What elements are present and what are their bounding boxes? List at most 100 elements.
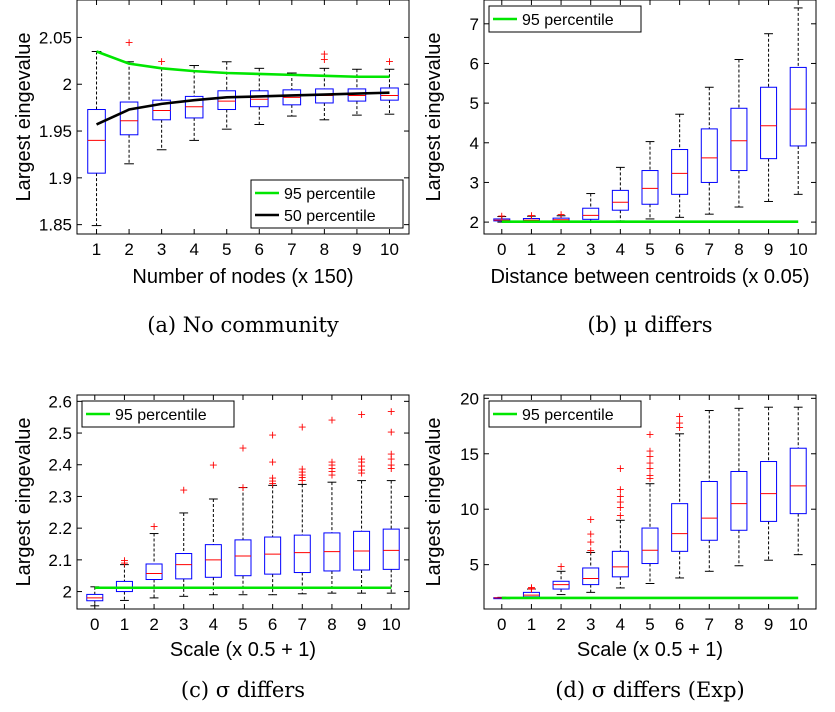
x-tick-label: 8: [734, 615, 743, 634]
x-tick-label: 1: [527, 615, 536, 634]
legend-label: 95 percentile: [522, 407, 614, 424]
outlier: +: [298, 468, 307, 481]
x-tick-label: 6: [675, 240, 684, 259]
outlier: +: [298, 466, 307, 479]
x-tick-label: 0: [497, 615, 506, 634]
box-iqr: [700, 480, 718, 541]
box-8: [730, 58, 748, 208]
x-tick-label: 2: [124, 240, 133, 259]
outlier: +: [179, 483, 188, 496]
box-iqr: [145, 563, 163, 581]
x-tick-label: 10: [380, 240, 399, 259]
box-iqr: [264, 536, 282, 575]
box-5: +++++++: [641, 428, 659, 584]
y-axis-label: Largest eingevalue: [13, 32, 35, 201]
outlier: +: [327, 465, 336, 478]
box-10: [789, 406, 807, 556]
legend-label: 95 percentile: [115, 407, 207, 424]
outlier: +: [357, 467, 366, 480]
x-tick-label: 7: [298, 615, 307, 634]
y-tick-label: 2.5: [48, 424, 72, 443]
outlier: +: [298, 474, 307, 487]
legend: 95 percentile 50 percentile: [250, 179, 404, 229]
outlier: +: [586, 544, 595, 557]
outlier: +: [616, 490, 625, 503]
outlier: +: [268, 429, 277, 442]
outlier: +: [387, 459, 396, 472]
outlier: +: [268, 477, 277, 490]
x-tick-label: 3: [586, 240, 595, 259]
x-tick-label: 5: [645, 615, 654, 634]
subfigure-caption: (a) No community: [147, 313, 339, 337]
outlier: +: [586, 513, 595, 526]
box-iqr: [175, 553, 193, 580]
box-7: [700, 86, 718, 215]
subfigure-caption: (b) μ differs: [587, 313, 712, 337]
chart-panel-1: 2 3 4 5 6 7 0 1 2 3 4 5 6 7 8 9 10 + + +95 percentile Distan…: [423, 0, 817, 337]
outlier: +: [327, 462, 336, 475]
x-axis-label: Scale (x 0.5 + 1): [577, 639, 723, 661]
box-3: ++++: [582, 513, 600, 593]
outlier: +: [120, 556, 129, 569]
outlier: +: [357, 408, 366, 421]
outlier: +: [238, 481, 247, 494]
plot-frame: [76, 394, 410, 610]
plot-frame: [483, 0, 817, 235]
box-3: +: [175, 483, 193, 597]
x-axis-label: Number of nodes (x 150): [132, 266, 353, 288]
outlier: +: [675, 410, 684, 423]
box-5: [641, 141, 659, 220]
box-iqr: [641, 170, 659, 205]
x-tick-label: 0: [497, 240, 506, 259]
box-9: [760, 33, 778, 202]
x-tick-label: 7: [287, 240, 296, 259]
outlier: +: [387, 462, 396, 475]
outlier: +: [527, 582, 536, 595]
outlier: +: [268, 475, 277, 488]
x-tick-label: 9: [352, 240, 361, 259]
box-iqr: [760, 86, 778, 160]
outlier: +: [387, 448, 396, 461]
x-tick-label: 4: [189, 240, 198, 259]
legend: 95 percentile: [488, 400, 642, 428]
box-1: ++: [115, 554, 133, 601]
y-tick-label: 2.6: [48, 392, 72, 411]
box-7: [700, 410, 718, 572]
box-iqr: [789, 66, 807, 147]
series-0-line: [96, 50, 390, 79]
outlier: +: [357, 456, 366, 469]
outlier: +: [298, 463, 307, 476]
box-4: +: [204, 459, 222, 596]
x-tick-label: 9: [764, 240, 773, 259]
x-tick-label: 7: [705, 240, 714, 259]
y-tick-label: 6: [470, 54, 479, 73]
legend: 95 percentile: [488, 5, 642, 33]
x-tick-label: 9: [357, 615, 366, 634]
box-iqr: [87, 109, 106, 174]
y-tick-label: 2.05: [39, 28, 72, 47]
x-axis-label: Scale (x 0.5 + 1): [170, 639, 316, 661]
box-1: [87, 50, 106, 227]
outlier: +: [616, 483, 625, 496]
box-iqr: [234, 539, 252, 577]
outlier: +: [645, 472, 654, 485]
y-axis-label: Largest eingevalue: [423, 417, 445, 586]
box-1: +++: [522, 581, 540, 599]
x-tick-label: 1: [120, 615, 129, 634]
box-8: [730, 407, 748, 567]
outlier: +: [268, 456, 277, 469]
outlier: +: [675, 421, 684, 434]
y-tick-label: 2.4: [48, 456, 72, 475]
outlier: +: [320, 53, 329, 66]
y-tick-label: 2.1: [48, 551, 72, 570]
outlier: +: [124, 36, 133, 49]
outlier: +: [527, 581, 536, 594]
outlier: +: [645, 469, 654, 482]
y-tick-label: 5: [470, 94, 479, 113]
x-tick-label: 2: [149, 615, 158, 634]
x-tick-label: 3: [586, 615, 595, 634]
box-iqr: [204, 544, 222, 578]
outlier: +: [157, 55, 166, 68]
